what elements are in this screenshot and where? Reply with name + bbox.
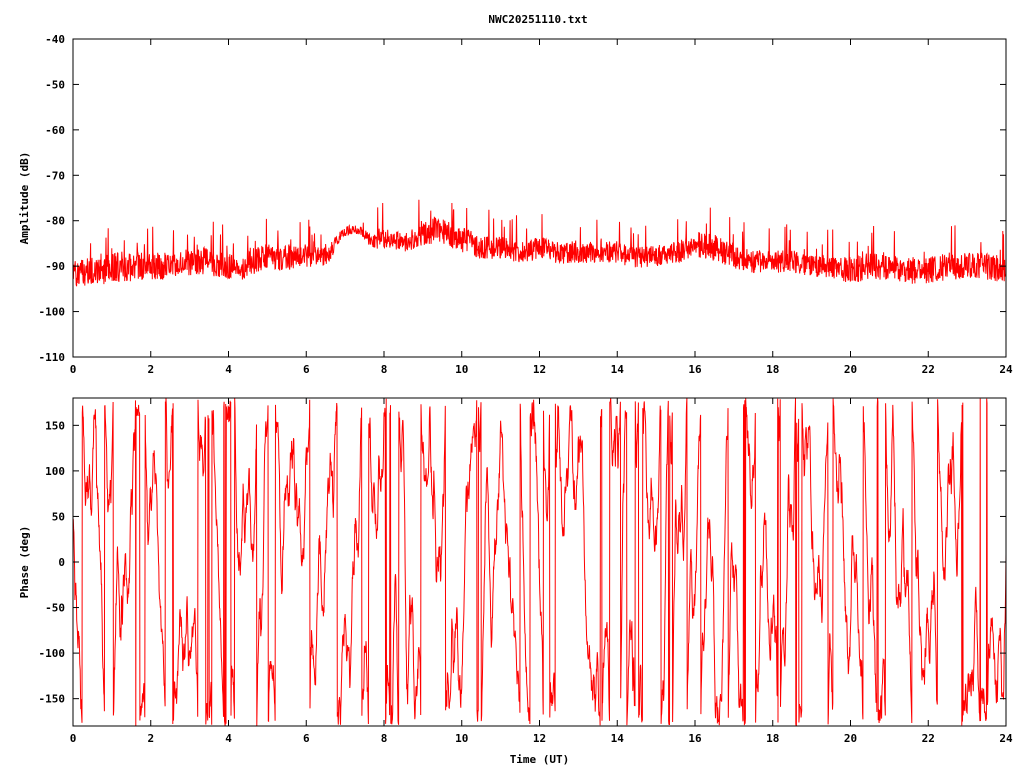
x-tick-label: 12 bbox=[533, 732, 546, 745]
y-tick-label: -40 bbox=[45, 33, 65, 46]
x-tick-label: 22 bbox=[922, 732, 935, 745]
x-tick-label: 2 bbox=[147, 363, 154, 376]
x-tick-label: 14 bbox=[611, 732, 625, 745]
y-tick-label: 150 bbox=[45, 419, 65, 432]
y-axis-label: Phase (deg) bbox=[18, 526, 31, 599]
y-tick-label: -100 bbox=[39, 647, 66, 660]
y-tick-label: -100 bbox=[39, 306, 66, 319]
x-tick-label: 2 bbox=[147, 732, 154, 745]
x-tick-label: 8 bbox=[381, 363, 388, 376]
x-tick-label: 22 bbox=[922, 363, 935, 376]
x-tick-label: 18 bbox=[766, 363, 779, 376]
x-tick-label: 16 bbox=[688, 732, 702, 745]
x-tick-label: 16 bbox=[688, 363, 702, 376]
x-tick-label: 20 bbox=[844, 363, 857, 376]
y-tick-label: -80 bbox=[45, 215, 65, 228]
plot-frame bbox=[72, 38, 1007, 358]
phase-panel: 0 2 4 6 8 10 12 14 16 18 20 22 24-150-100-5005010015… bbox=[18, 397, 1013, 766]
y-tick-label: -60 bbox=[45, 124, 65, 137]
x-tick-label: 20 bbox=[844, 732, 857, 745]
x-tick-label: 0 bbox=[70, 363, 77, 376]
x-tick-label: 24 bbox=[999, 732, 1013, 745]
y-tick-label: -90 bbox=[45, 260, 65, 273]
x-tick-label: 6 bbox=[303, 363, 310, 376]
x-axis-label: Time (UT) bbox=[510, 753, 570, 766]
y-tick-label: -150 bbox=[39, 693, 66, 706]
x-tick-label: 10 bbox=[455, 732, 468, 745]
x-tick-label: 18 bbox=[766, 732, 779, 745]
x-tick-label: 4 bbox=[225, 363, 232, 376]
y-tick-label: -70 bbox=[45, 169, 65, 182]
x-tick-label: 6 bbox=[303, 732, 310, 745]
series-line bbox=[73, 199, 1006, 287]
y-tick-label: -50 bbox=[45, 602, 65, 615]
y-tick-label: 0 bbox=[58, 556, 65, 569]
y-axis-label: Amplitude (dB) bbox=[18, 152, 31, 245]
x-tick-label: 4 bbox=[225, 732, 232, 745]
x-tick-label: 10 bbox=[455, 363, 468, 376]
data-series bbox=[73, 199, 1006, 287]
data-series bbox=[73, 398, 1006, 726]
x-tick-label: 12 bbox=[533, 363, 546, 376]
y-tick-label: -110 bbox=[39, 351, 66, 364]
y-tick-label: -50 bbox=[45, 78, 65, 91]
y-tick-label: 100 bbox=[45, 465, 65, 478]
y-tick-label: 50 bbox=[52, 510, 65, 523]
x-tick-label: 0 bbox=[70, 732, 77, 745]
x-tick-label: 14 bbox=[611, 363, 625, 376]
x-tick-label: 8 bbox=[381, 732, 388, 745]
series-line bbox=[73, 398, 1006, 726]
figure-title: NWC20251110.txt bbox=[488, 13, 587, 26]
x-tick-label: 24 bbox=[999, 363, 1013, 376]
amplitude-panel: 0 2 4 6 8 10 12 14 16 18 20 22 24-110-100-90-80-70-6… bbox=[18, 33, 1013, 376]
